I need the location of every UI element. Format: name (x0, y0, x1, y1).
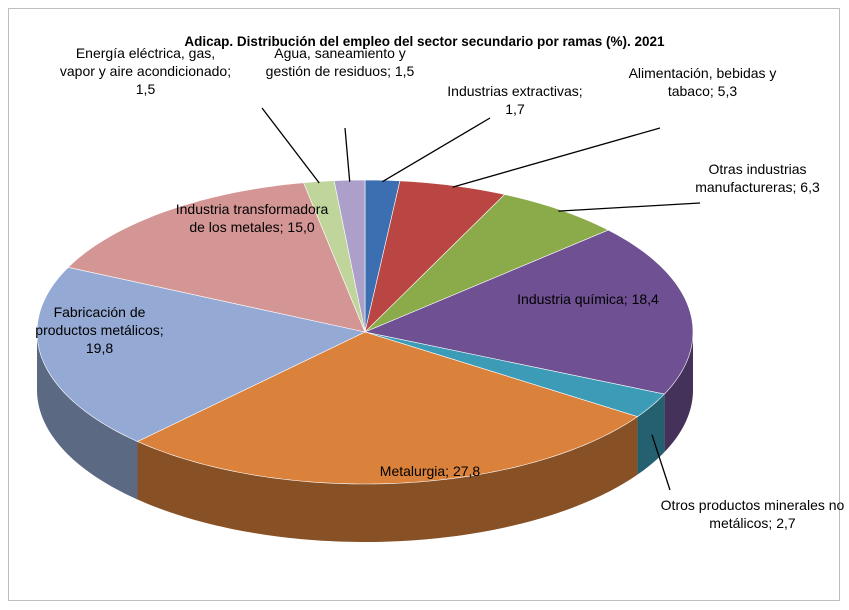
value-label: 15,0 (287, 219, 315, 235)
category-name: Otros productos minerales no metálicos; (660, 497, 845, 531)
category-name: Otras industrias manufactureras; (695, 161, 807, 195)
category-name: Industrias extractivas; (447, 83, 583, 99)
data-label: Industria transformadora de los metales;… (172, 200, 332, 236)
value-label: 1,5 (394, 63, 415, 79)
slice (36, 266, 366, 442)
slice-side (137, 416, 638, 542)
value-label: 19,8 (85, 340, 114, 356)
category-name: Fabricación de productos metálicos; (35, 304, 164, 338)
data-label: Metalurgia; 27,8 (300, 462, 560, 480)
data-label: Industria química; 18,4 (498, 290, 678, 308)
value-label: 18,4 (631, 291, 659, 307)
value-label: 27,8 (452, 463, 481, 479)
data-label: Otras industrias manufactureras; 6,3 (675, 160, 840, 196)
slice-side (37, 332, 138, 500)
value-label: 1,5 (135, 81, 156, 97)
data-label: Agua, saneamiento y gestión de residuos;… (255, 44, 425, 80)
leader-line (452, 127, 661, 188)
slice-side (664, 332, 693, 453)
category-name: Industria transformadora de los metales; (175, 201, 329, 235)
category-name: Metalurgia; (379, 463, 450, 479)
data-label: Otros productos minerales no metálicos; … (660, 496, 845, 532)
leader-line (344, 127, 351, 182)
category-name: Energía eléctrica, gas, vapor y aire aco… (59, 45, 232, 79)
slice (67, 182, 366, 333)
value-label: 6,3 (800, 179, 820, 195)
slice (364, 180, 506, 333)
value-label: 1,7 (505, 101, 525, 117)
slice-side (637, 394, 665, 475)
slice (364, 194, 610, 333)
category-name: Alimentación, bebidas y tabaco; (628, 65, 777, 99)
leader-line (651, 434, 671, 491)
slice (136, 331, 639, 485)
leader-line (558, 202, 701, 212)
data-label: Industrias extractivas; 1,7 (440, 82, 590, 118)
data-label: Fabricación de productos metálicos; 19,8 (22, 303, 177, 357)
slice (363, 229, 694, 395)
category-name: Industria química; (517, 291, 628, 307)
value-label: 2,7 (776, 515, 796, 531)
leader-line (382, 117, 491, 183)
value-label: 5,3 (717, 83, 738, 99)
data-label: Alimentación, bebidas y tabaco; 5,3 (615, 64, 790, 100)
slice (364, 331, 665, 417)
data-label: Energía eléctrica, gas, vapor y aire aco… (58, 44, 233, 98)
chart-title: Adicap. Distribución del empleo del sect… (184, 34, 665, 49)
leader-line (261, 107, 320, 184)
category-name: Agua, saneamiento y gestión de residuos; (265, 45, 406, 79)
